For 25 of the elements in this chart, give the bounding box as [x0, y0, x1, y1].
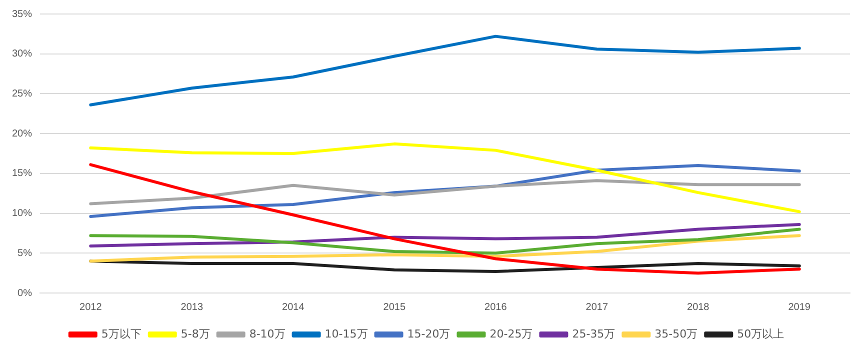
- legend-label: 25-35万: [572, 327, 616, 340]
- legend-label: 20-25万: [490, 327, 533, 340]
- y-tick-label: 10%: [12, 208, 32, 220]
- x-tick-label: 2014: [282, 302, 305, 313]
- y-tick-label: 5%: [18, 248, 32, 259]
- x-tick-label: 2013: [180, 302, 204, 313]
- legend-label: 35-50万: [654, 327, 698, 340]
- y-tick-label: 30%: [12, 48, 32, 60]
- x-tick-label: 2019: [788, 302, 811, 313]
- legend-label: 15-20万: [407, 327, 450, 340]
- y-tick-label: 0%: [18, 288, 32, 299]
- x-tick-label: 2018: [687, 302, 710, 313]
- legend-label: 5-8万: [180, 327, 210, 340]
- legend-label: 8-10万: [249, 327, 286, 340]
- y-tick-label: 20%: [12, 128, 32, 140]
- y-tick-label: 25%: [12, 88, 32, 100]
- y-tick-label: 35%: [12, 8, 32, 20]
- legend-label: 50万以上: [737, 327, 784, 340]
- x-tick-label: 2016: [484, 302, 508, 313]
- x-tick-label: 2017: [586, 302, 608, 313]
- x-tick-label: 2015: [383, 302, 406, 313]
- legend-label: 10-15万: [324, 327, 368, 340]
- legend-label: 5万以下: [101, 327, 142, 340]
- y-tick-label: 15%: [12, 168, 32, 180]
- x-tick-label: 2012: [80, 302, 102, 313]
